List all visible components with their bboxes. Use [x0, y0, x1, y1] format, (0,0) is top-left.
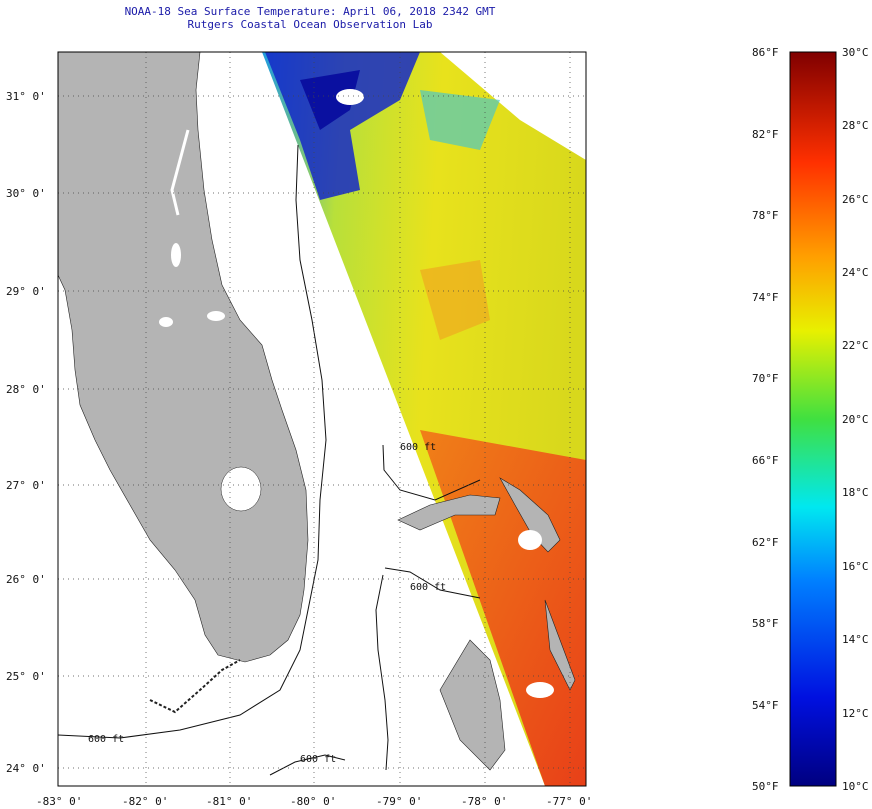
colorbar-f-labels: 86°F 82°F 78°F 74°F 70°F 66°F 62°F 58°F …: [752, 46, 779, 793]
eleuthera-island: [544, 599, 576, 691]
colorbar-c-label: 18°C: [842, 486, 869, 499]
depth-contour-600ft: [382, 444, 481, 501]
colorbar-f-label: 54°F: [752, 699, 779, 712]
colorbar-f-label: 58°F: [752, 617, 779, 630]
lon-label: -77° 0': [546, 795, 592, 808]
colorbar-c-label: 24°C: [842, 266, 869, 279]
colorbar-c-label: 12°C: [842, 707, 869, 720]
colorbar-f-label: 82°F: [752, 128, 779, 141]
colorbar-c-label: 22°C: [842, 339, 869, 352]
cloud-mask: [336, 89, 364, 105]
colorbar: [789, 51, 837, 787]
colorbar-c-label: 26°C: [842, 193, 869, 206]
cold-water-patch-2: [300, 70, 360, 130]
lat-label: 30° 0': [6, 187, 46, 200]
depth-contour-600ft: [375, 574, 389, 771]
depth-contour-600ft: [384, 567, 481, 599]
lat-label: 28° 0': [6, 383, 46, 396]
lon-label: -79° 0': [376, 795, 422, 808]
colorbar-f-label: 62°F: [752, 536, 779, 549]
lat-label: 31° 0': [6, 90, 46, 103]
lat-label: 25° 0': [6, 670, 46, 683]
contour-label: 600 ft: [410, 582, 446, 593]
contour-label: 600 ft: [88, 734, 124, 745]
cloud-mask: [518, 530, 542, 550]
colorbar-c-label: 16°C: [842, 560, 869, 573]
colorbar-c-labels: 30°C 28°C 26°C 24°C 22°C 20°C 18°C 16°C …: [842, 46, 869, 793]
map-frame: [57, 51, 587, 787]
lon-label: -80° 0': [290, 795, 336, 808]
colorbar-f-label: 66°F: [752, 454, 779, 467]
colorbar-c-label: 30°C: [842, 46, 869, 59]
map-title: NOAA-18 Sea Surface Temperature: April 0…: [124, 5, 496, 18]
lat-label: 27° 0': [6, 479, 46, 492]
inland-lake: [159, 317, 173, 327]
colorbar-c-label: 20°C: [842, 413, 869, 426]
lon-label: -83° 0': [36, 795, 82, 808]
depth-contour-600ft: [58, 144, 327, 739]
colorbar-f-label: 70°F: [752, 372, 779, 385]
contour-label: 600 ft: [400, 442, 436, 453]
lake-okeechobee: [220, 466, 262, 512]
cloud-mask: [526, 682, 554, 698]
andros-island: [439, 639, 506, 771]
lon-label: -78° 0': [461, 795, 507, 808]
inland-lake: [207, 311, 225, 321]
colorbar-c-label: 10°C: [842, 780, 869, 793]
abaco-islands: [499, 477, 561, 553]
grand-bahama: [397, 494, 501, 531]
lat-label: 29° 0': [6, 285, 46, 298]
colorbar-f-label: 74°F: [752, 291, 779, 304]
lat-label: 24° 0': [6, 762, 46, 775]
colorbar-f-label: 50°F: [752, 780, 779, 793]
colorbar-c-label: 28°C: [842, 119, 869, 132]
graticule: [58, 52, 586, 786]
colorbar-f-label: 86°F: [752, 46, 779, 59]
map-subtitle: Rutgers Coastal Ocean Observation Lab: [187, 18, 433, 31]
lon-label: -81° 0': [206, 795, 252, 808]
contour-label: 600 ft: [300, 754, 336, 765]
cool-water-patch: [420, 90, 500, 150]
lon-label: -82° 0': [122, 795, 168, 808]
florida-keys: [149, 659, 241, 714]
inland-river: [170, 129, 190, 216]
inland-lake: [171, 243, 181, 267]
colorbar-f-label: 78°F: [752, 209, 779, 222]
depth-contour-600ft: [269, 754, 346, 776]
lat-label: 26° 0': [6, 573, 46, 586]
colorbar-c-label: 14°C: [842, 633, 869, 646]
warm-core: [420, 260, 490, 340]
